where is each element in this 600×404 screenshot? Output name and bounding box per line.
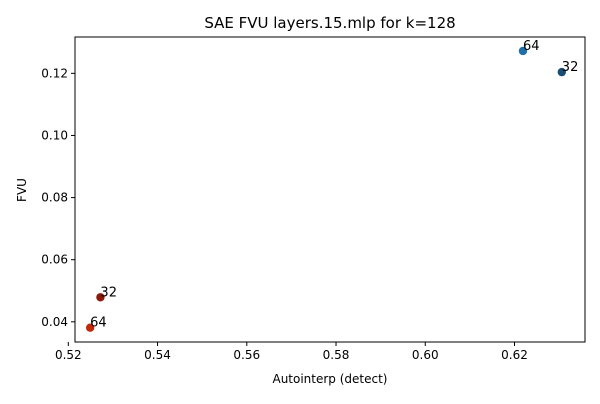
y-tick-label: 0.04	[41, 315, 68, 329]
x-tick-label: 0.62	[501, 348, 528, 362]
point-label: 64	[90, 316, 107, 331]
y-tick-label: 0.08	[41, 191, 68, 205]
x-tick-label: 0.56	[233, 348, 260, 362]
point-label: 32	[100, 285, 117, 300]
scatter-point	[85, 323, 95, 332]
x-tick-label: 0.52	[55, 348, 82, 362]
axis-ticks: 0.52 0.54 0.56 0.58 0.60 0.62 0.04 0.06 0.08 0.10…	[41, 66, 528, 362]
x-tick-label: 0.54	[144, 348, 171, 362]
x-tick-label: 0.60	[412, 348, 439, 362]
x-axis-label: Autointerp (detect)	[272, 372, 387, 386]
y-tick-label: 0.10	[41, 128, 68, 142]
y-tick-label: 0.12	[41, 66, 68, 80]
scatter-point	[557, 67, 566, 77]
scatter-point	[518, 46, 528, 56]
y-tick-label: 0.06	[41, 253, 68, 267]
data-points: 64 32 32 64	[85, 39, 579, 332]
chart-title: SAE FVU layers.15.mlp for k=128	[204, 14, 455, 32]
point-label: 64	[523, 39, 540, 54]
point-label: 32	[562, 60, 579, 75]
plot-area-frame	[74, 36, 586, 343]
x-tick-label: 0.58	[323, 348, 350, 362]
y-axis-label: FVU	[15, 178, 29, 202]
scatter-point	[96, 293, 105, 302]
